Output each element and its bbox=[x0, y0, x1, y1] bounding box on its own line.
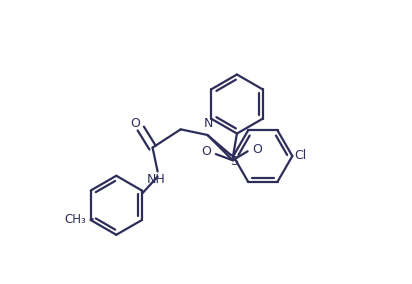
Text: CH₃: CH₃ bbox=[64, 213, 86, 226]
Text: O: O bbox=[201, 145, 211, 158]
Text: Cl: Cl bbox=[295, 149, 307, 162]
Text: NH: NH bbox=[147, 173, 166, 186]
Text: O: O bbox=[130, 117, 140, 130]
Text: S: S bbox=[230, 154, 238, 168]
Text: N: N bbox=[203, 117, 213, 130]
Text: O: O bbox=[252, 143, 262, 156]
